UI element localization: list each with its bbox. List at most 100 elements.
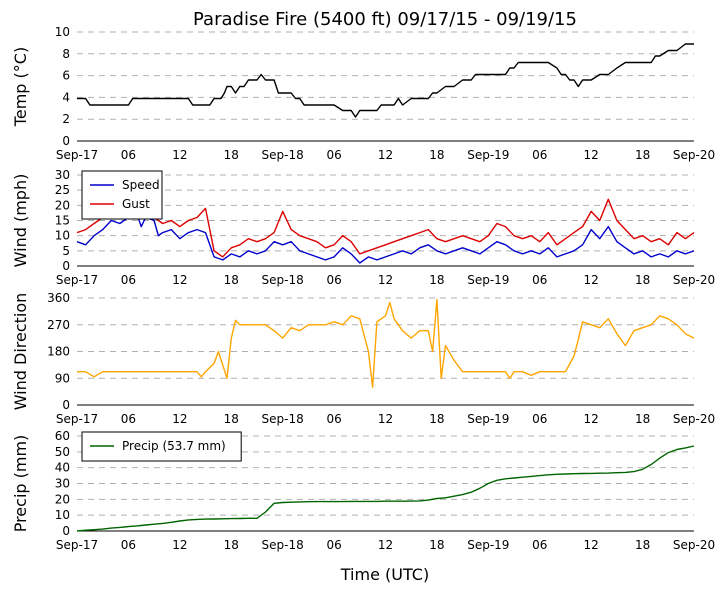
x-tick-label: Sep-20 — [673, 273, 715, 287]
y-tick-label: 5 — [62, 244, 70, 258]
legend-wind: Speed Gust — [81, 170, 163, 220]
x-tick-label: Sep-20 — [673, 538, 715, 552]
y-tick-label: 360 — [47, 291, 70, 305]
legend-label: Gust — [122, 197, 150, 211]
x-tick-label: Sep-17 — [56, 538, 98, 552]
y-tick-label: 15 — [55, 214, 70, 228]
x-tick-label: Sep-17 — [56, 148, 98, 162]
y-tick-label: 90 — [55, 371, 70, 385]
x-tick-label: 12 — [172, 273, 187, 287]
y-tick-label: 40 — [55, 461, 70, 475]
y-tick-label: 60 — [55, 429, 70, 443]
x-tick-label: Sep-18 — [262, 412, 304, 426]
x-tick-label: 06 — [326, 412, 341, 426]
x-tick-label: Sep-19 — [467, 273, 509, 287]
x-tick-label: 06 — [532, 412, 547, 426]
x-tick-label: Sep-18 — [262, 538, 304, 552]
x-tick-label: 18 — [224, 148, 239, 162]
x-tick-label: 06 — [326, 148, 341, 162]
legend-precip: Precip (53.7 mm) — [81, 431, 242, 462]
x-tick-label: 18 — [635, 538, 650, 552]
x-tick-label: Sep-17 — [56, 412, 98, 426]
legend-label: Precip (53.7 mm) — [122, 439, 226, 453]
y-axis-title-temp: Temp (°C) — [11, 47, 30, 127]
x-tick-label: Sep-19 — [467, 148, 509, 162]
x-tick-label: 18 — [224, 412, 239, 426]
x-tick-label: Sep-19 — [467, 412, 509, 426]
y-tick-label: 270 — [47, 318, 70, 332]
x-axis-title: Time (UTC) — [340, 565, 429, 584]
series-line-precip-0 — [76, 445, 695, 532]
x-tick-label: 12 — [172, 148, 187, 162]
x-tick-label: 06 — [532, 273, 547, 287]
y-tick-label: 20 — [55, 198, 70, 212]
chart-panels: 0 2 4 6 8 10 Sep-17 06 12 18 Sep-18 06 12 18 Sep-19 06 1… — [11, 25, 715, 552]
x-tick-label: Sep-18 — [262, 273, 304, 287]
x-tick-label: Sep-20 — [673, 148, 715, 162]
y-axis-title-precip: Precip (mm) — [11, 435, 30, 533]
y-tick-label: 25 — [55, 183, 70, 197]
y-tick-label: 4 — [62, 90, 70, 104]
x-tick-label: 18 — [635, 412, 650, 426]
x-tick-label: 06 — [121, 148, 136, 162]
chart-title: Paradise Fire (5400 ft) 09/17/15 - 09/19… — [193, 9, 577, 30]
x-tick-label: Sep-20 — [673, 412, 715, 426]
y-tick-label: 8 — [62, 47, 70, 61]
y-tick-label: 0 — [62, 398, 70, 412]
x-tick-label: 12 — [584, 148, 599, 162]
x-tick-label: 18 — [635, 148, 650, 162]
x-tick-label: 06 — [121, 412, 136, 426]
y-tick-label: 6 — [62, 69, 70, 83]
y-axis-title-dir: Wind Direction — [11, 293, 30, 411]
x-tick-label: 18 — [429, 412, 444, 426]
y-tick-label: 0 — [62, 259, 70, 273]
x-tick-label: 12 — [172, 538, 187, 552]
y-tick-label: 180 — [47, 345, 70, 359]
y-tick-label: 10 — [55, 508, 70, 522]
series-line-wind-0 — [76, 207, 695, 264]
x-tick-label: 06 — [326, 538, 341, 552]
legend-box — [81, 170, 163, 220]
y-tick-label: 10 — [55, 229, 70, 243]
x-tick-label: 18 — [635, 273, 650, 287]
y-tick-label: 30 — [55, 168, 70, 182]
x-tick-label: 12 — [584, 412, 599, 426]
panel-dir: 0 90 180 270 360 Sep-17 06 12 18 Sep-18 06 12 18 Sep-… — [11, 291, 715, 426]
x-tick-label: 12 — [378, 148, 393, 162]
series-line-wind-1 — [76, 198, 695, 258]
y-tick-label: 0 — [62, 524, 70, 538]
x-tick-label: 06 — [121, 538, 136, 552]
x-tick-label: 18 — [429, 273, 444, 287]
y-tick-label: 20 — [55, 492, 70, 506]
x-tick-label: 12 — [584, 273, 599, 287]
x-tick-label: Sep-17 — [56, 273, 98, 287]
x-tick-label: 18 — [429, 148, 444, 162]
x-tick-label: 18 — [429, 538, 444, 552]
legend-label: Speed — [122, 178, 160, 192]
y-tick-label: 0 — [62, 134, 70, 148]
x-tick-label: 12 — [378, 412, 393, 426]
panel-temp: 0 2 4 6 8 10 Sep-17 06 12 18 Sep-18 06 12 18 Sep-19 06 1… — [11, 25, 715, 162]
x-tick-label: 12 — [172, 412, 187, 426]
x-tick-label: 18 — [224, 273, 239, 287]
y-axis-title-wind: Wind (mph) — [11, 174, 30, 268]
y-tick-label: 50 — [55, 445, 70, 459]
x-tick-label: Sep-19 — [467, 538, 509, 552]
y-tick-label: 2 — [62, 112, 70, 126]
y-tick-label: 30 — [55, 477, 70, 491]
x-tick-label: 06 — [326, 273, 341, 287]
x-tick-label: 06 — [121, 273, 136, 287]
y-tick-label: 10 — [55, 25, 70, 39]
series-line-temp-0 — [77, 43, 694, 118]
x-tick-label: 12 — [584, 538, 599, 552]
x-tick-label: Sep-18 — [262, 148, 304, 162]
x-tick-label: 06 — [532, 148, 547, 162]
x-tick-label: 12 — [378, 538, 393, 552]
series-line-dir-0 — [77, 298, 695, 388]
x-tick-label: 12 — [378, 273, 393, 287]
x-tick-label: 18 — [224, 538, 239, 552]
x-tick-label: 06 — [532, 538, 547, 552]
